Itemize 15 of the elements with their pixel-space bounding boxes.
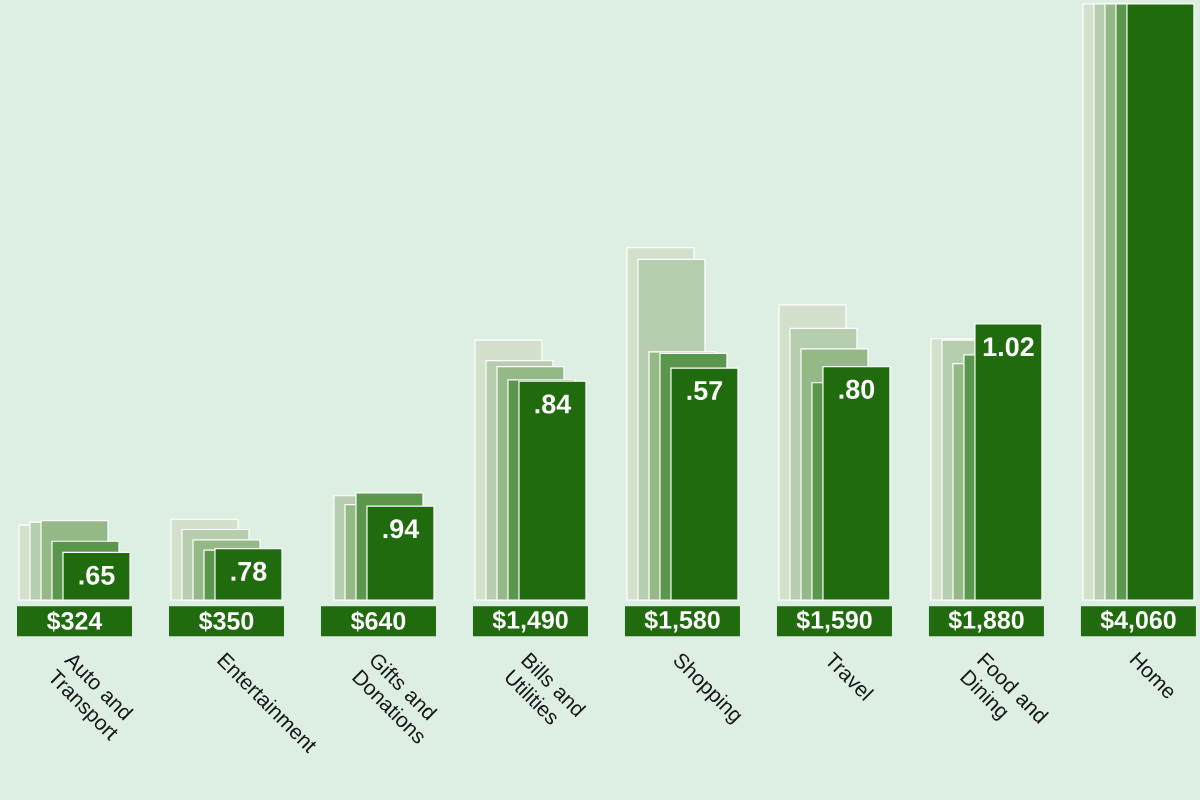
annotation: .94: [383, 519, 420, 539]
data-label: $640: [351, 610, 406, 632]
annotation: .80: [839, 379, 875, 399]
data-label: $1,580: [644, 609, 720, 633]
data-label: $1,490: [492, 609, 568, 633]
annotation: .65: [79, 565, 115, 585]
data-label: $1,880: [948, 609, 1024, 633]
annotation: .84: [535, 394, 572, 414]
annotation: .57: [687, 381, 723, 401]
data-label: $350: [199, 610, 254, 632]
data-label: $4,060: [1100, 609, 1176, 633]
annotation: .78: [231, 561, 267, 581]
data-label: $1,590: [796, 609, 872, 633]
annotation: 1.02: [983, 337, 1034, 357]
data-label: $324: [47, 610, 103, 632]
